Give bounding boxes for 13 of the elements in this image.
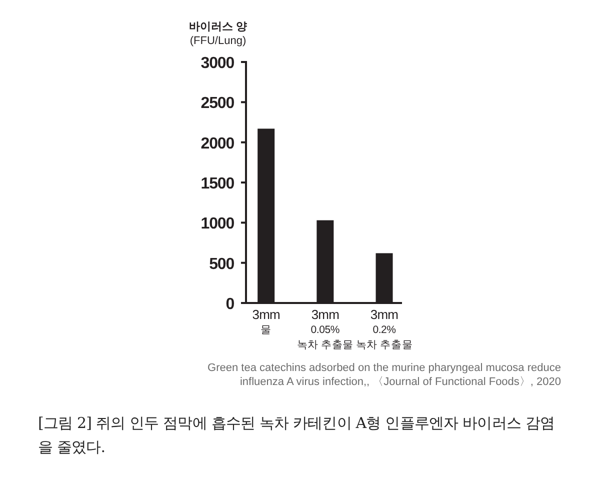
y-tick-label: 500 [209,256,235,273]
text: Green tea catechins adsorbed on the murine pharyngeal mucosa reduce influenza A virus infection,, 〈Journal of Functional Foods〉, 2020 [208,362,561,388]
y-tick-label: 2000 [200,135,235,152]
y-tick-label: 3000 [200,55,235,72]
y-tick-label: 1000 [200,216,235,233]
y-tick-label: 0 [226,296,235,313]
x-tick-label: 3mm 0.05% 녹차 추출물 [296,307,354,351]
y-axis-title: 바이러스 양 (FFU/Lung) [188,21,248,47]
y-tick-label: 1500 [200,176,235,192]
x-tick-label: 3mm 0.2% 녹차 추출물 [356,307,413,351]
text: [그림 2] 쥐의 인두 점막에 흡수된 녹차 카테킨이 A형 인플루엔자 바이러스 감염을 줄였다. [38,413,556,458]
y-tick-label: 2500 [200,95,235,112]
x-tick-label: 3mm 물 [252,307,280,336]
